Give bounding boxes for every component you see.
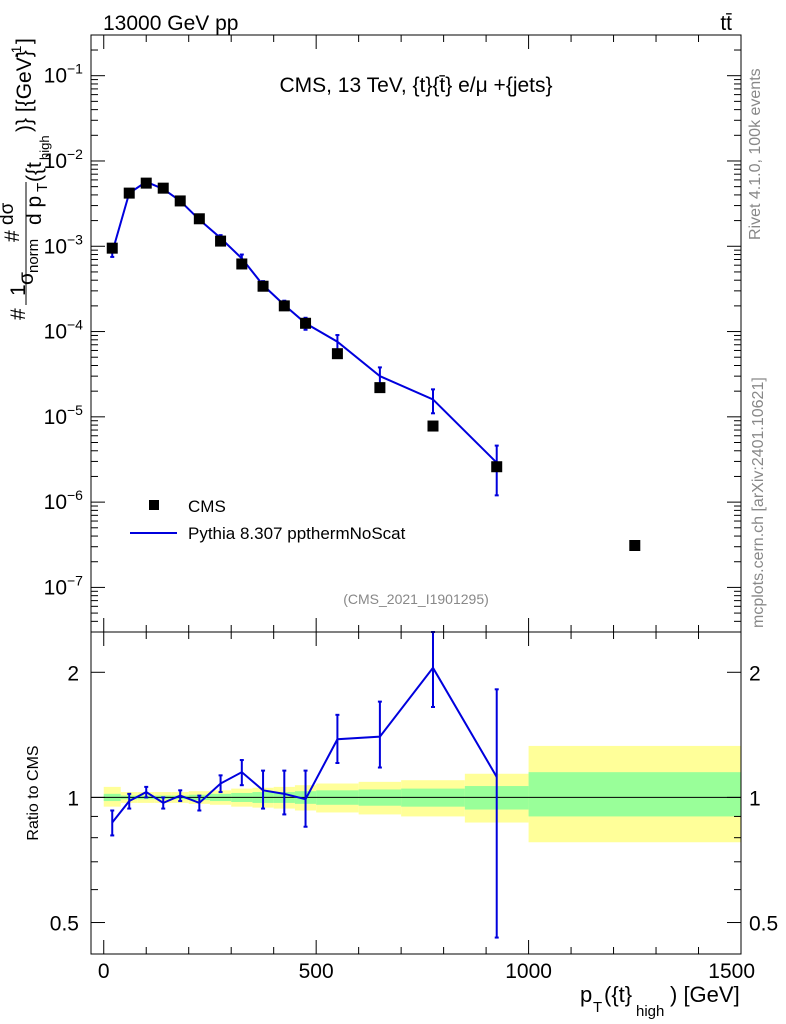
cms-data-point (427, 420, 439, 432)
main-plot-panel: 10−710−610−510−410−310−210−1 CMS, 13 TeV… (44, 34, 742, 633)
y-tick-label: 10 (44, 576, 67, 599)
ratio-series (110, 631, 499, 939)
ylabel-exp: -1 (8, 45, 24, 58)
legend: CMS Pythia 8.307 ppthermNoScat (130, 497, 406, 543)
header-left: 13000 GeV pp (103, 12, 238, 35)
mcplots-label: mcplots.cern.ch [arXiv:2401.10621] (750, 377, 767, 628)
x-tick-label: 0 (98, 960, 110, 983)
xlabel-p: p (580, 982, 592, 1007)
ylabel-hash1: # (7, 308, 30, 320)
ratio-y-tick-label-right: 0.5 (749, 913, 778, 936)
y-tick-exponent: −1 (67, 61, 83, 77)
main-title: CMS, 13 TeV, {t}{t̄} e/μ +{jets} (279, 74, 552, 97)
y-tick-label: 10 (44, 491, 67, 514)
ylabel-dsigma: dσ (0, 202, 18, 225)
ratio-uncertainty-bands (103, 745, 741, 843)
x-axis-label: p T ({t} high ) [GeV] (580, 982, 740, 1020)
y-tick-label: 10 (44, 65, 67, 88)
cms-data-point (123, 187, 135, 199)
x-tick-labels: 0 500 1000 1500 (98, 960, 755, 983)
ylabel-close: ] (13, 38, 36, 44)
ratio-frame (90, 631, 742, 955)
main-y-axis-label: # 1 σ norm # dσ d p T ({t high )} [{GeV}… (0, 38, 52, 320)
ratio-plot-panel: 0.5 0.5 1 1 2 2 0 500 1000 1500 Ratio to CMS (25, 631, 778, 983)
y-tick-exponent: −6 (67, 487, 83, 503)
header-right: tt̄ (720, 12, 732, 35)
cms-data-point (331, 348, 343, 360)
y-tick-exponent: −2 (67, 146, 83, 162)
ylabel-arg: ({t (23, 162, 46, 182)
ylabel-one: 1 (7, 284, 30, 296)
cms-data-point (106, 242, 118, 254)
y-tick-exponent: −3 (67, 231, 83, 247)
xlabel-tail: ) [GeV] (670, 982, 740, 1007)
main-series (106, 177, 641, 551)
cms-data-point (257, 280, 269, 292)
main-axis-ticks (91, 35, 742, 633)
cms-data-point (629, 539, 641, 551)
cms-data-point (140, 177, 152, 189)
ylabel-T: T (34, 183, 51, 192)
main-y-tick-labels: 10−710−610−510−410−310−210−1 (44, 61, 84, 600)
ratio-y-tick-label-left: 0.5 (50, 913, 79, 936)
ylabel-dp: d p (23, 196, 46, 225)
x-tick-label: 1500 (708, 960, 755, 983)
cms-data-point (278, 300, 290, 312)
legend-marker-cms (149, 500, 159, 510)
ratio-line (111, 666, 498, 824)
cms-data-point (193, 213, 205, 225)
analysis-tag: (CMS_2021_I1901295) (343, 591, 489, 607)
y-tick-label: 10 (44, 150, 67, 173)
cms-data-point (300, 317, 312, 329)
ratio-y-axis-label: Ratio to CMS (25, 745, 42, 840)
ratio-band-inner (528, 772, 741, 817)
x-tick-label: 500 (299, 960, 334, 983)
rivet-label: Rivet 4.1.0, 100k events (747, 68, 764, 240)
cms-data-point (215, 235, 227, 247)
ylabel-hash2: # (1, 230, 24, 242)
x-tick-label: 1000 (505, 960, 552, 983)
ratio-y-tick-label-left: 1 (67, 787, 79, 810)
legend-label-pythia: Pythia 8.307 ppthermNoScat (188, 524, 406, 543)
ratio-y-tick-label-right: 1 (749, 787, 761, 810)
y-tick-label: 10 (44, 321, 67, 344)
y-tick-exponent: −4 (67, 317, 83, 333)
legend-label-cms: CMS (188, 497, 226, 516)
cms-data-point (157, 182, 169, 194)
cms-data-point (236, 258, 248, 270)
cms-data-point (491, 461, 503, 473)
ratio-y-tick-labels: 0.5 0.5 1 1 2 2 (50, 662, 778, 935)
pythia-line (111, 180, 498, 464)
xlabel-high: high (636, 1003, 664, 1020)
y-tick-exponent: −7 (67, 572, 83, 588)
cms-data-point (374, 382, 386, 394)
xlabel-arg: ({t} (604, 982, 632, 1007)
y-tick-label: 10 (44, 235, 67, 258)
ylabel-norm: norm (25, 239, 42, 273)
xlabel-T: T (593, 999, 602, 1016)
ratio-y-tick-label-left: 2 (67, 662, 79, 685)
ylabel-high: high (37, 135, 52, 160)
y-tick-label: 10 (44, 406, 67, 429)
ylabel-tail: )} [{GeV} (13, 50, 36, 132)
y-tick-exponent: −5 (67, 402, 83, 418)
cms-data-point (174, 195, 186, 207)
ratio-y-tick-label-right: 2 (749, 662, 761, 685)
